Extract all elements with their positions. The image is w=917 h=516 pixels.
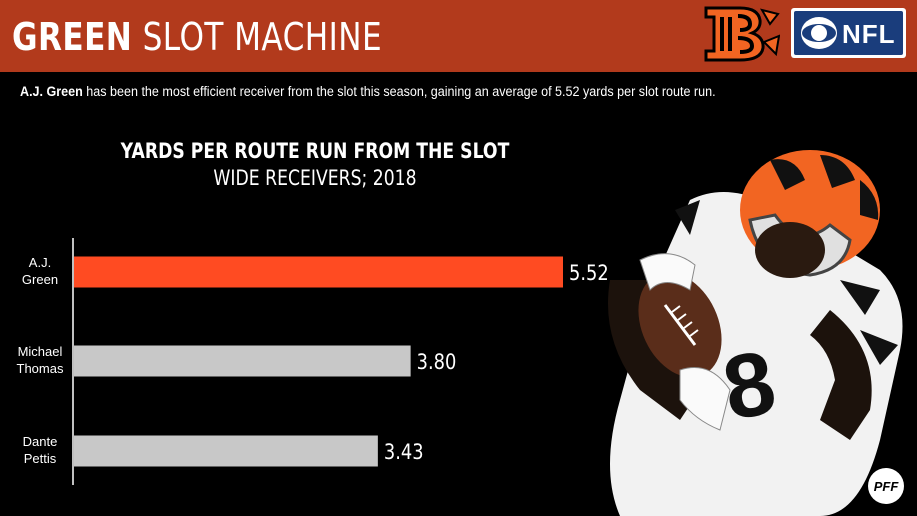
bar-chart: A.J. Green 5.52 Michael Thomas 3.80 Dante Petti…: [17, 238, 609, 485]
category-label-0-0: A.J.: [29, 255, 51, 270]
player-photo: 8: [608, 150, 903, 516]
title-light: SLOT MACHINE: [142, 15, 383, 59]
svg-text:PFF: PFF: [874, 479, 900, 494]
chart-title: YARDS PER ROUTE RUN FROM THE SLOT: [120, 139, 510, 163]
bar-0: [74, 256, 563, 288]
category-label-1-0: Michael: [18, 344, 63, 359]
category-label-2-0: Dante: [23, 434, 58, 449]
value-label-0: 5.52: [569, 261, 609, 286]
page-title: GREEN SLOT MACHINE: [12, 14, 382, 60]
bar-2: [74, 435, 378, 467]
subtitle-text: has been the most efficient receiver fro…: [82, 84, 716, 99]
cbs-eye-icon: [801, 17, 837, 49]
chart-subtitle: WIDE RECEIVERS; 2018: [213, 166, 417, 190]
subtitle-player-name: A.J. Green: [20, 84, 83, 99]
value-label-1: 3.80: [417, 350, 457, 375]
category-label-2-1: Pettis: [24, 451, 57, 466]
nfl-text: NFL: [842, 19, 896, 49]
header-banner: GREEN SLOT MACHINE NFL: [0, 0, 917, 72]
cbs-nfl-badge: NFL: [791, 8, 906, 58]
category-label-1-1: Thomas: [17, 361, 64, 376]
bengals-b-logo-icon: [704, 6, 780, 62]
subtitle: A.J. Green has been the most efficient r…: [20, 84, 716, 99]
bar-1: [74, 345, 411, 377]
pff-logo-icon: PFF: [868, 468, 904, 504]
value-label-2: 3.43: [384, 440, 424, 465]
title-bold: GREEN: [12, 15, 133, 59]
category-label-0-1: Green: [22, 272, 58, 287]
